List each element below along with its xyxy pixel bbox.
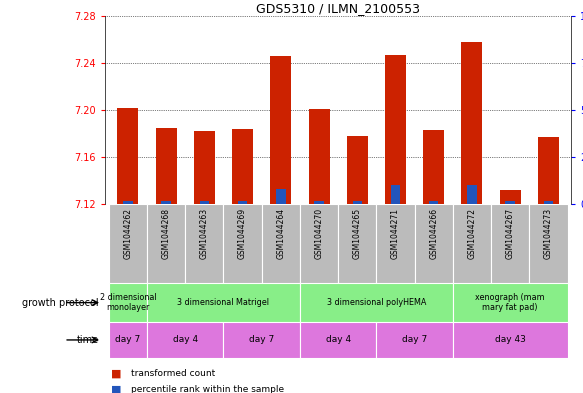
- Text: day 7: day 7: [402, 336, 427, 344]
- Text: GSM1044271: GSM1044271: [391, 208, 400, 259]
- Bar: [491, 204, 529, 283]
- Text: GSM1044273: GSM1044273: [544, 208, 553, 259]
- Bar: [423, 130, 444, 204]
- Bar: [223, 322, 300, 358]
- Text: GSM1044263: GSM1044263: [200, 208, 209, 259]
- Bar: [109, 322, 147, 358]
- Text: GSM1044265: GSM1044265: [353, 208, 362, 259]
- Bar: [308, 109, 329, 204]
- Bar: [194, 131, 215, 204]
- Bar: [505, 200, 515, 204]
- Text: time: time: [77, 335, 99, 345]
- Text: day 7: day 7: [249, 336, 275, 344]
- Bar: [347, 136, 368, 204]
- Bar: [161, 200, 171, 204]
- Text: day 43: day 43: [495, 336, 526, 344]
- Bar: [262, 204, 300, 283]
- Bar: [223, 204, 262, 283]
- Bar: [314, 200, 324, 204]
- Bar: [147, 204, 185, 283]
- Bar: [453, 204, 491, 283]
- Text: GSM1044270: GSM1044270: [314, 208, 324, 259]
- Text: GSM1044267: GSM1044267: [505, 208, 515, 259]
- Bar: [377, 322, 453, 358]
- Text: GSM1044262: GSM1044262: [124, 208, 132, 259]
- Bar: [453, 283, 567, 322]
- Text: 2 dimensional
monolayer: 2 dimensional monolayer: [100, 293, 156, 312]
- Bar: [238, 200, 247, 204]
- Bar: [415, 204, 453, 283]
- Bar: [199, 200, 209, 204]
- Bar: [109, 204, 147, 283]
- Bar: [461, 42, 483, 204]
- Bar: [276, 189, 286, 204]
- Text: GSM1044266: GSM1044266: [429, 208, 438, 259]
- Text: day 4: day 4: [325, 336, 351, 344]
- Bar: [271, 56, 292, 204]
- Bar: [147, 322, 223, 358]
- Bar: [147, 283, 300, 322]
- Bar: [300, 322, 377, 358]
- Bar: [156, 128, 177, 204]
- Bar: [300, 283, 453, 322]
- Bar: [385, 55, 406, 204]
- Bar: [429, 200, 438, 204]
- Text: growth protocol: growth protocol: [23, 298, 99, 308]
- Text: GSM1044268: GSM1044268: [161, 208, 171, 259]
- Bar: [123, 200, 132, 204]
- Text: 3 dimensional Matrigel: 3 dimensional Matrigel: [177, 298, 269, 307]
- Text: transformed count: transformed count: [131, 369, 216, 378]
- Bar: [544, 200, 553, 204]
- Bar: [300, 204, 338, 283]
- Text: day 7: day 7: [115, 336, 141, 344]
- Bar: [529, 204, 567, 283]
- Text: ■: ■: [111, 385, 121, 393]
- Text: GSM1044264: GSM1044264: [276, 208, 285, 259]
- Bar: [353, 200, 362, 204]
- Bar: [391, 185, 400, 204]
- Text: day 4: day 4: [173, 336, 198, 344]
- Bar: [117, 108, 138, 204]
- Bar: [453, 322, 567, 358]
- Bar: [467, 185, 477, 204]
- Text: GSM1044272: GSM1044272: [468, 208, 476, 259]
- Text: ■: ■: [111, 369, 121, 379]
- Bar: [338, 204, 377, 283]
- Bar: [538, 137, 559, 204]
- Bar: [185, 204, 223, 283]
- Title: GDS5310 / ILMN_2100553: GDS5310 / ILMN_2100553: [256, 2, 420, 15]
- Text: percentile rank within the sample: percentile rank within the sample: [131, 386, 285, 393]
- Text: 3 dimensional polyHEMA: 3 dimensional polyHEMA: [326, 298, 426, 307]
- Text: GSM1044269: GSM1044269: [238, 208, 247, 259]
- Bar: [109, 283, 147, 322]
- Bar: [377, 204, 415, 283]
- Bar: [500, 190, 521, 204]
- Text: xenograph (mam
mary fat pad): xenograph (mam mary fat pad): [475, 293, 545, 312]
- Bar: [232, 129, 253, 204]
